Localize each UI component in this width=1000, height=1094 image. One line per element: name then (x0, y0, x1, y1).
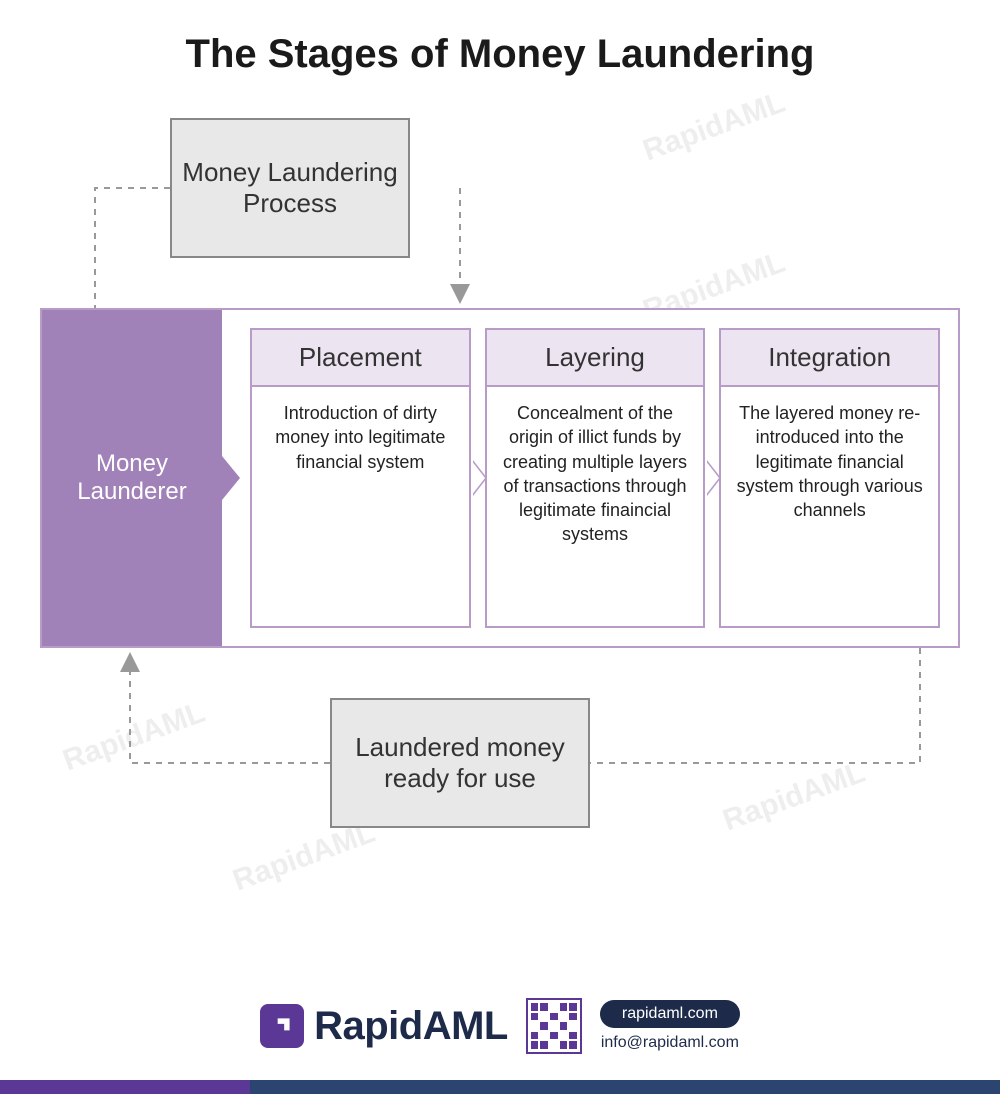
brand-name: RapidAML (314, 1004, 508, 1049)
bottom-accent-bar (0, 1080, 1000, 1094)
stage-body: The layered money re-introduced into the… (721, 387, 938, 626)
stage-header: Placement (252, 330, 469, 387)
launderer-label: Money Launderer (42, 450, 222, 506)
stage-header: Layering (487, 330, 704, 387)
process-box: Money Laundering Process (170, 118, 410, 258)
stage-placement: Placement Introduction of dirty money in… (250, 328, 471, 628)
stage-body: Introduction of dirty money into legitim… (252, 387, 469, 626)
stage-header: Integration (721, 330, 938, 387)
launderer-box: Money Launderer (42, 310, 222, 646)
qr-code-icon (526, 998, 582, 1054)
contact-block: rapidaml.com info@rapidaml.com (600, 1000, 740, 1052)
diagram-area: Money Laundering Process Money Launderer… (0, 78, 1000, 938)
result-box-label: Laundered money ready for use (342, 732, 578, 794)
stage-integration: Integration The layered money re-introdu… (719, 328, 940, 628)
process-box-label: Money Laundering Process (182, 157, 398, 219)
website-pill: rapidaml.com (600, 1000, 740, 1028)
brand: RapidAML (260, 1004, 508, 1049)
footer: RapidAML rapidaml.com info@rapidaml.com (0, 998, 1000, 1054)
stage-body: Concealment of the origin of illict fund… (487, 387, 704, 626)
email-text: info@rapidaml.com (600, 1034, 740, 1052)
result-box: Laundered money ready for use (330, 698, 590, 828)
stage-layering: Layering Concealment of the origin of il… (485, 328, 706, 628)
brand-arrow-icon (260, 1004, 304, 1048)
stages-row: Placement Introduction of dirty money in… (222, 310, 958, 646)
page-title: The Stages of Money Laundering (0, 0, 1000, 78)
main-stages-container: Money Launderer Placement Introduction o… (40, 308, 960, 648)
